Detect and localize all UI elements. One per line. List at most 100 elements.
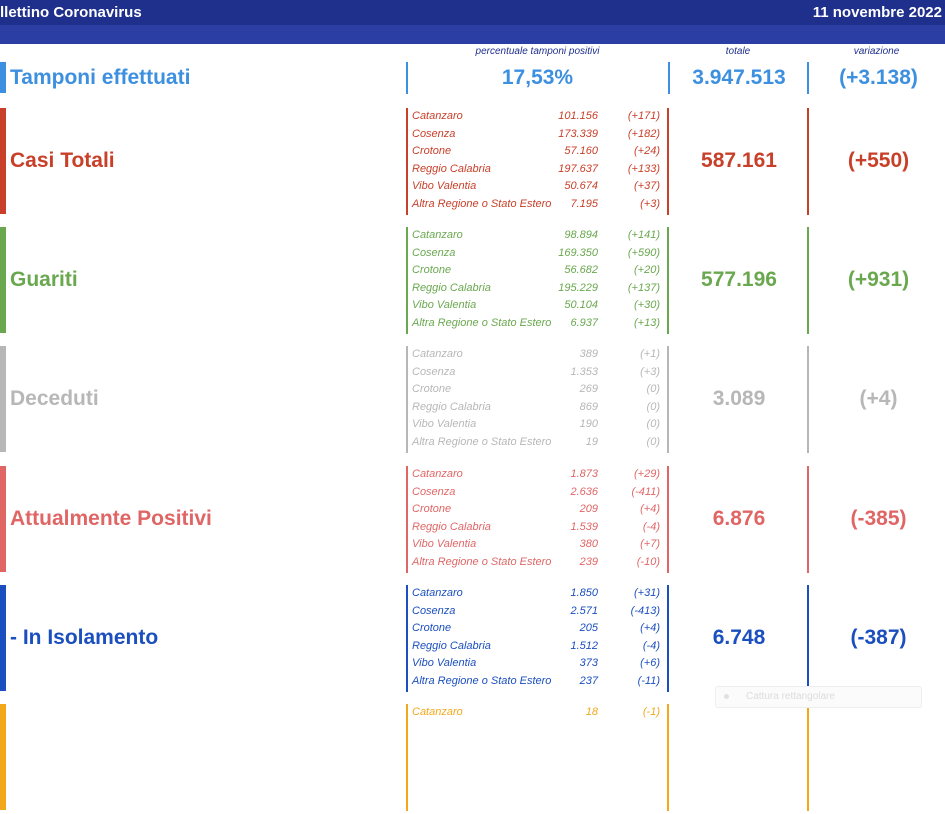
region-row: Reggio Calabria 195.229 (+137) [412,280,664,298]
section-divider-left [406,466,408,573]
section-label: Casi Totali [10,149,115,172]
region-value: 1.873 [570,468,598,480]
region-value: 2.571 [570,604,598,617]
region-delta: (+37) [634,180,660,192]
region-delta: (+1) [640,348,660,360]
region-row: Catanzaro 98.894 (+141) [412,227,664,245]
region-value: 19 [585,435,598,448]
region-value: 389 [579,348,598,360]
section-change: (+550) [847,149,910,172]
region-name: Reggio Calabria [412,162,491,175]
region-name: Reggio Calabria [412,639,491,652]
region-row: Crotone 209 (+4) [412,501,664,519]
region-value: 18 [585,706,598,718]
region-row: Crotone 56.682 (+20) [412,262,664,280]
region-delta: (-4) [642,520,660,533]
section-divider-right [807,346,809,453]
region-name: Vibo Valentia [412,180,477,192]
section-color-bar [0,585,6,691]
region-value: 1.353 [570,365,598,378]
region-name: Catanzaro [412,706,463,718]
region-name: Reggio Calabria [412,400,491,413]
region-name: Altra Regione o Stato Estero [412,555,552,568]
region-value: 373 [579,657,598,669]
section-total: 577.196 [701,268,777,291]
section-divider-mid [667,108,669,215]
section-isolamento: - In Isolamento Catanzaro 1.850 (+31) Cosenz… [0,585,945,695]
section-divider-mid [667,466,669,573]
section-divider-mid [667,227,669,334]
region-row: Catanzaro 1.850 (+31) [412,585,664,603]
region-value: 1.512 [570,639,598,652]
col-header-total: totale [725,46,751,57]
section-deceduti: Deceduti Catanzaro 389 (+1) Cosenza 1.353 (+3)… [0,346,945,456]
section-divider-mid [667,704,669,811]
region-row: Vibo Valentia 190 (0) [412,416,664,434]
region-delta: (+141) [627,229,660,241]
region-delta: (+6) [640,657,660,669]
tamponi-total: 3.947.513 [692,66,786,89]
section-change: (+4) [859,387,898,410]
region-name: Catanzaro [412,468,463,480]
region-row: Reggio Calabria 1.512 (-4) [412,638,664,656]
region-value: 7.195 [570,197,598,210]
region-name: Catanzaro [412,587,463,599]
region-delta: (+590) [627,246,660,259]
col-header-percent: percentuale tamponi positivi [475,46,600,57]
section-total: 6.876 [712,507,766,530]
section-divider-right [807,585,809,692]
region-name: Crotone [412,383,452,395]
region-row: Reggio Calabria 197.637 (+133) [412,161,664,179]
sub-bar [0,25,945,44]
region-value: 6.937 [570,316,598,329]
region-delta: (-413) [630,604,660,617]
section-label: - In Isolamento [10,626,159,649]
region-name: Catanzaro [412,110,463,122]
region-row: Catanzaro 101.156 (+171) [412,108,664,126]
region-value: 195.229 [558,281,598,294]
region-delta: (+13) [634,316,660,329]
region-delta: (-4) [642,639,660,652]
region-name: Cosenza [412,485,456,498]
region-value: 239 [579,555,598,568]
tamponi-divider-2 [668,62,670,94]
region-delta: (+3) [640,197,660,210]
region-row: Altra Regione o Stato Estero 7.195 (+3) [412,196,664,214]
region-delta: (+182) [627,127,660,140]
region-value: 56.682 [564,264,598,276]
region-value: 209 [579,503,598,515]
region-list: Catanzaro 98.894 (+141) Cosenza 169.350 (+590… [412,227,664,332]
region-name: Vibo Valentia [412,657,477,669]
region-name: Altra Regione o Stato Estero [412,316,552,329]
section-color-bar [0,346,6,452]
section-divider-right [807,704,809,811]
region-delta: (0) [646,383,660,395]
section-change: (-387) [850,626,907,649]
section-divider-left [406,585,408,692]
region-name: Altra Regione o Stato Estero [412,674,552,687]
region-delta: (+30) [634,299,660,311]
region-value: 380 [579,538,598,550]
section-label: Guariti [10,268,78,291]
region-name: Reggio Calabria [412,520,491,533]
section-total: 6.748 [712,626,766,649]
section-divider-right [807,227,809,334]
section-divider-left [406,108,408,215]
section-change: (-385) [850,507,907,530]
region-value: 205 [579,622,598,634]
tamponi-percent: 17,53% [501,66,574,89]
region-value: 169.350 [558,246,598,259]
section-total: 3.089 [712,387,766,410]
region-value: 2.636 [570,485,598,498]
region-list: Catanzaro 1.850 (+31) Cosenza 2.571 (-413) Cro… [412,585,664,690]
region-name: Cosenza [412,365,456,378]
region-delta: (-1) [642,706,660,718]
region-value: 50.674 [564,180,598,192]
region-row: Vibo Valentia 50.674 (+37) [412,178,664,196]
section-divider-mid [667,585,669,692]
section-casi: Casi Totali Catanzaro 101.156 (+171) Cosenza… [0,108,945,218]
section-color-bar [0,466,6,572]
region-row: Reggio Calabria 1.539 (-4) [412,519,664,537]
tamponi-color-bar [0,62,6,93]
tamponi-divider-3 [807,62,809,94]
